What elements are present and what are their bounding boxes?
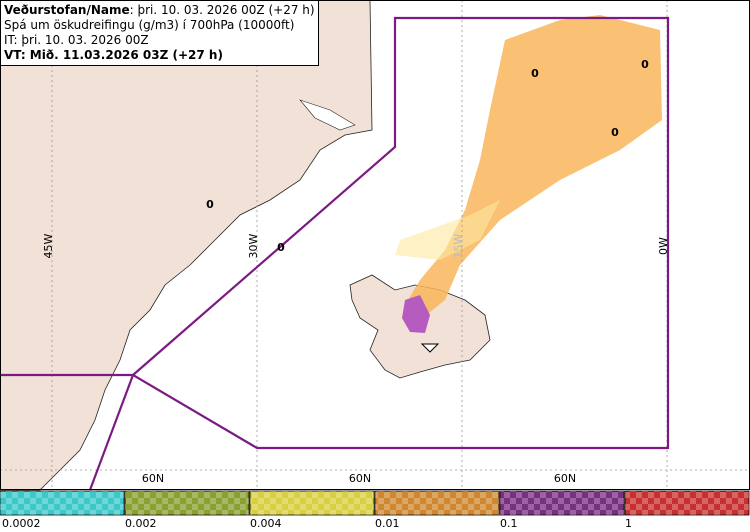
legend-pattern: [375, 491, 499, 515]
parallel-label: 60N: [142, 472, 164, 485]
header-line: Spá um öskudreifingu (g/m3) í 700hPa (10…: [4, 18, 315, 33]
header-text: : þri. 10. 03. 2026 00Z (+27 h): [129, 3, 315, 17]
volcano-marker: [420, 343, 440, 353]
header-text: Spá um öskudreifingu (g/m3) í 700hPa (10…: [4, 18, 295, 32]
ash-plume-light: [395, 200, 500, 260]
ash-plume-core: [402, 295, 430, 333]
advisory-boundary: [131, 16, 670, 450]
legend-tick-label: 0.0002: [2, 517, 41, 530]
point-label: 0: [206, 198, 214, 211]
header-bold: VT: Mið. 11.03.2026 03Z (+27 h): [4, 48, 223, 62]
point-label: 0: [611, 126, 619, 139]
header: Veðurstofan/Name: þri. 10. 03. 2026 00Z …: [0, 0, 319, 66]
legend-pattern: [250, 491, 374, 515]
header-line: VT: Mið. 11.03.2026 03Z (+27 h): [4, 48, 315, 63]
header-line: IT: þri. 10. 03. 2026 00Z: [4, 33, 315, 48]
legend-tick-label: 0.004: [250, 517, 282, 530]
fir-boundary: [0, 373, 135, 491]
legend-tick-label: 1: [625, 517, 632, 530]
point-label: 0: [277, 241, 285, 254]
header-bold: Veðurstofan/Name: [4, 3, 130, 17]
fjord: [299, 99, 356, 131]
meridian-label: 0W: [657, 237, 670, 255]
header-line: Veðurstofan/Name: þri. 10. 03. 2026 00Z …: [4, 3, 315, 18]
meridian-label: 30W: [247, 233, 260, 258]
meridian-label: 45W: [42, 233, 55, 258]
legend-pattern: [0, 491, 124, 515]
legend-tick-label: 0.1: [500, 517, 518, 530]
legend-pattern: [625, 491, 749, 515]
parallel-label: 60N: [349, 472, 371, 485]
point-label: 0: [531, 67, 539, 80]
greenland: [0, 0, 373, 491]
legend-tick-label: 0.01: [375, 517, 400, 530]
legend-pattern: [500, 491, 624, 515]
legend-tick-label: 0.002: [125, 517, 157, 530]
header-text: IT: þri. 10. 03. 2026 00Z: [4, 33, 149, 47]
meridian-label: 15W: [452, 233, 465, 258]
parallel-label: 60N: [554, 472, 576, 485]
legend-pattern: [125, 491, 249, 515]
point-label: 0: [641, 58, 649, 71]
